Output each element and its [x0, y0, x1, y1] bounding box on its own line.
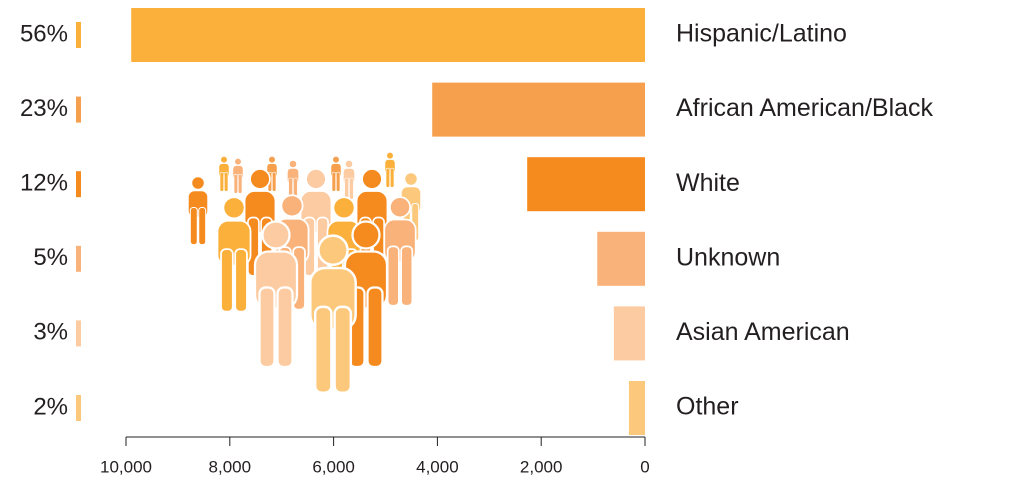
person-icon — [384, 152, 396, 188]
person-icon — [343, 160, 355, 200]
person-icon — [330, 156, 342, 192]
percent-label: 3% — [33, 319, 68, 346]
x-tick-label: 0 — [640, 457, 649, 476]
percent-swatch — [76, 245, 81, 272]
x-tick-label: 4,000 — [416, 457, 459, 476]
bar — [597, 231, 645, 286]
bar — [628, 381, 645, 435]
bar — [527, 157, 645, 212]
x-tick-label: 2,000 — [520, 457, 563, 476]
percent-swatch — [76, 22, 81, 48]
person-icon — [218, 156, 230, 192]
category-label: Other — [676, 393, 739, 421]
category-label: Asian American — [676, 318, 850, 346]
person-icon — [187, 175, 209, 246]
percent-label: 12% — [20, 170, 68, 197]
percent-swatch — [76, 171, 81, 198]
percent-swatch — [76, 96, 81, 123]
category-label: Unknown — [676, 243, 780, 271]
percent-label: 2% — [33, 393, 68, 420]
percent-label: 5% — [33, 244, 68, 271]
percent-swatch — [76, 320, 81, 347]
percent-label: 23% — [20, 95, 68, 122]
percent-label: 56% — [20, 20, 68, 47]
people-illustration — [187, 152, 422, 395]
bar — [131, 8, 645, 62]
x-tick-label: 8,000 — [209, 457, 252, 476]
category-label: African American/Black — [676, 94, 934, 122]
x-tick-label: 10,000 — [100, 457, 152, 476]
category-label: Hispanic/Latino — [676, 20, 847, 48]
percent-swatch — [76, 395, 81, 421]
person-icon — [287, 160, 299, 200]
person-icon — [232, 158, 244, 194]
x-tick-label: 6,000 — [312, 457, 355, 476]
category-label: White — [676, 169, 740, 197]
bar — [432, 82, 645, 137]
bar — [613, 306, 645, 361]
